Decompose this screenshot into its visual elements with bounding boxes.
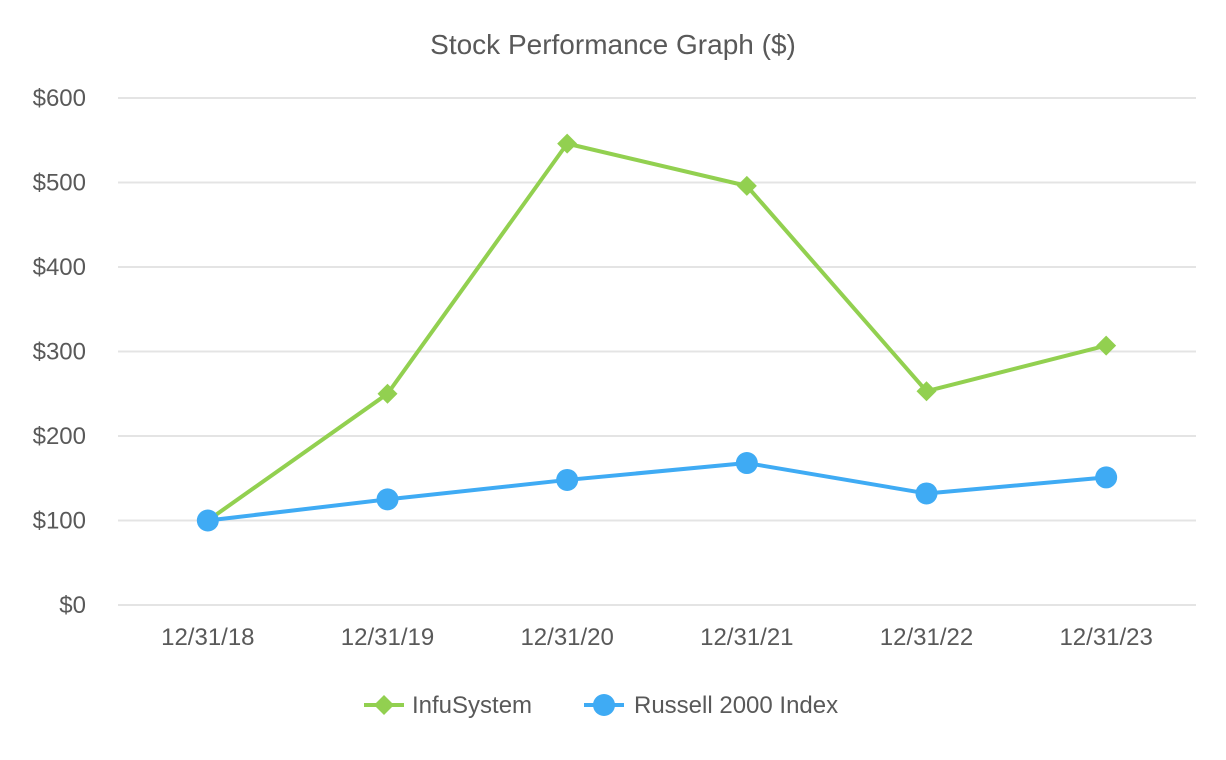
data-point [377, 383, 398, 404]
legend-item: InfuSystem [364, 692, 532, 719]
legend: InfuSystem Russell 2000 Index [364, 692, 838, 719]
data-point [915, 482, 938, 505]
y-tick-label: $300 [33, 339, 86, 366]
series-line [207, 461, 1107, 523]
data-point [1095, 466, 1118, 489]
x-tick-label: 12/31/19 [341, 624, 434, 651]
y-tick-label: $200 [33, 423, 86, 450]
x-tick-label: 12/31/18 [161, 624, 254, 651]
x-tick-label: 12/31/22 [880, 624, 973, 651]
data-point [736, 175, 757, 196]
data-point [556, 468, 579, 491]
series-lines [196, 133, 1118, 532]
y-axis-ticks: $0 $100 $200 $300 $400 $500 $600 [33, 85, 86, 619]
x-tick-label: 12/31/23 [1059, 624, 1152, 651]
legend-label: InfuSystem [412, 692, 532, 719]
chart-title: Stock Performance Graph ($) [430, 29, 796, 60]
y-tick-label: $100 [33, 508, 86, 535]
x-axis-ticks: 12/31/18 12/31/19 12/31/20 12/31/21 12/31/22… [161, 624, 1153, 651]
data-point [1096, 335, 1117, 356]
y-tick-label: $500 [33, 170, 86, 197]
y-tick-label: $400 [33, 254, 86, 281]
data-point [376, 488, 399, 511]
series-russell-2000 [196, 452, 1118, 532]
data-point [916, 381, 937, 402]
legend-diamond-marker [374, 695, 394, 715]
legend-item: Russell 2000 Index [584, 692, 838, 719]
x-tick-label: 12/31/21 [700, 624, 793, 651]
x-tick-label: 12/31/20 [520, 624, 613, 651]
y-tick-label: $600 [33, 85, 86, 112]
legend-circle-marker [593, 694, 615, 716]
data-point [196, 509, 219, 532]
y-tick-label: $0 [59, 592, 86, 619]
legend-label: Russell 2000 Index [634, 692, 838, 719]
data-point [735, 452, 758, 475]
data-point [557, 133, 578, 154]
series-line [206, 141, 1107, 523]
gridlines [118, 97, 1196, 606]
series-infusystem [197, 133, 1117, 531]
